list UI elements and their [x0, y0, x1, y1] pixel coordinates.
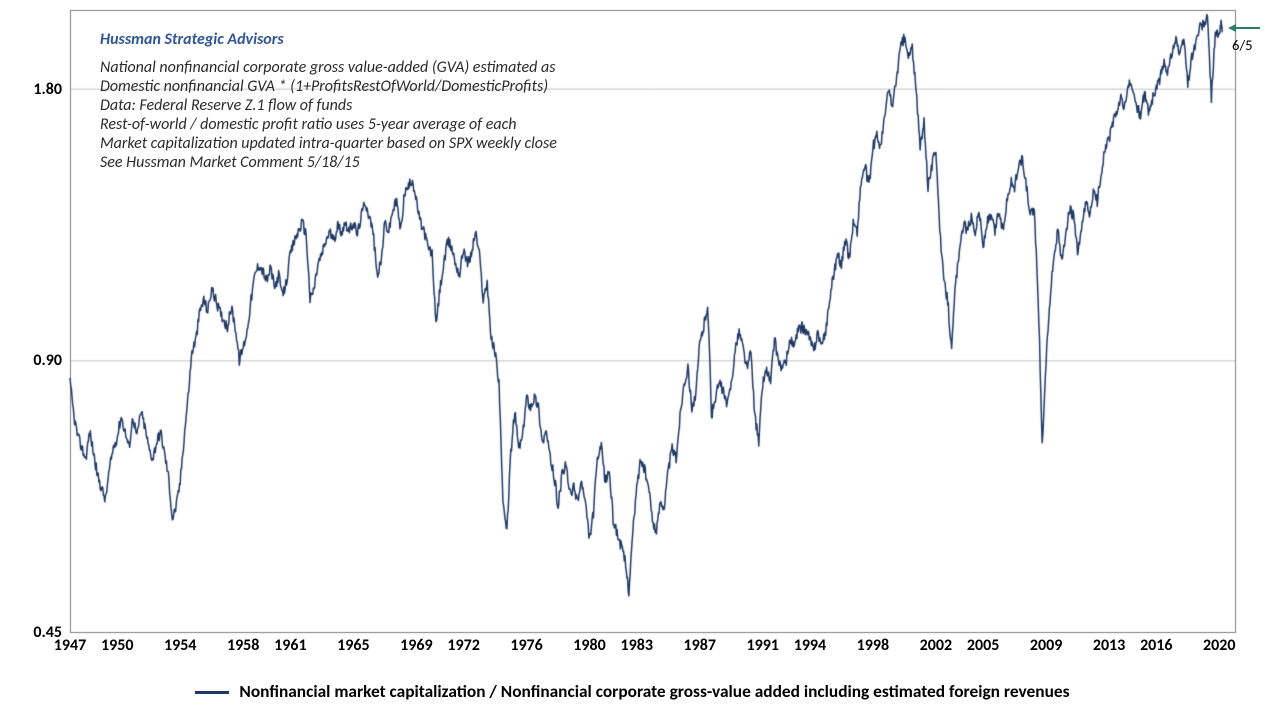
x-tick-label: 1958 — [218, 636, 268, 655]
x-tick-label: 1965 — [328, 636, 378, 655]
x-tick-label: 2009 — [1021, 636, 1071, 655]
chart-note-line: Rest-of-world / domestic profit ratio us… — [100, 115, 516, 134]
x-tick-label: 1954 — [155, 636, 205, 655]
chart-note-line: National nonfinancial corporate gross va… — [100, 58, 555, 77]
x-tick-label: 1991 — [738, 636, 788, 655]
x-tick-label: 1972 — [439, 636, 489, 655]
chart-note-line: Domestic nonfinancial GVA * (1+ProfitsRe… — [100, 77, 548, 96]
legend-line-sample — [195, 691, 229, 694]
x-tick-label: 2005 — [958, 636, 1008, 655]
end-marker-label: 6/5 — [1232, 36, 1253, 54]
x-tick-label: 2016 — [1131, 636, 1181, 655]
x-tick-label: 1976 — [502, 636, 552, 655]
x-tick-label: 1983 — [612, 636, 662, 655]
x-tick-label: 1998 — [848, 636, 898, 655]
legend-text: Nonfinancial market capitalization / Non… — [239, 680, 1069, 702]
x-tick-label: 2002 — [911, 636, 961, 655]
x-tick-label: 1994 — [785, 636, 835, 655]
x-tick-label: 1947 — [45, 636, 95, 655]
x-tick-label: 2020 — [1194, 636, 1244, 655]
chart-note-line: Market capitalization updated intra-quar… — [100, 134, 557, 153]
chart-attribution: Hussman Strategic Advisors — [100, 30, 284, 49]
chart-note-line: See Hussman Market Comment 5/18/15 — [100, 153, 360, 172]
y-tick-label: 1.80 — [33, 80, 62, 99]
x-tick-label: 1980 — [565, 636, 615, 655]
x-tick-label: 1969 — [391, 636, 441, 655]
chart-legend: Nonfinancial market capitalization / Non… — [0, 680, 1265, 702]
x-tick-label: 1950 — [92, 636, 142, 655]
x-tick-label: 1987 — [675, 636, 725, 655]
x-tick-label: 2013 — [1084, 636, 1134, 655]
y-tick-label: 0.90 — [33, 351, 62, 370]
x-tick-label: 1961 — [265, 636, 315, 655]
chart-note-line: Data: Federal Reserve Z.1 flow of funds — [100, 96, 352, 115]
